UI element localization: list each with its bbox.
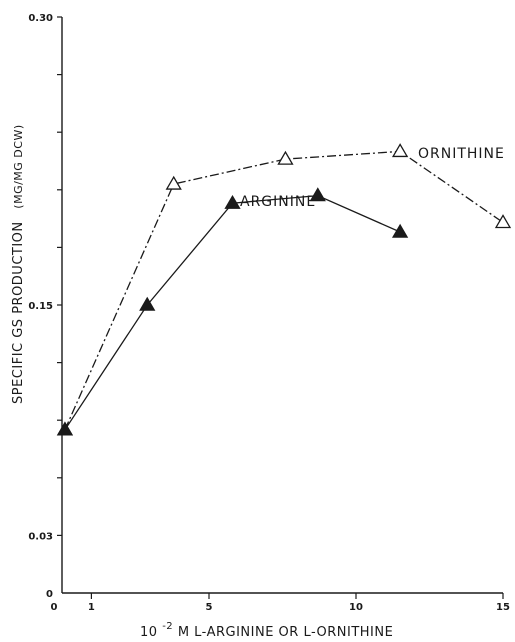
y-tick-label: 0.30 (28, 13, 53, 24)
y-axis-title-main: SPECIFIC GS PRODUCTION (11, 221, 26, 404)
x-tick-label: 5 (206, 602, 213, 613)
x-axis-title: 10 -2 M L-ARGININE OR L-ORNITHINE (140, 618, 393, 640)
series-label-arginine: ARGININE (240, 194, 316, 210)
data-point-ornithine (391, 143, 409, 158)
x-tick-label: 0 (51, 602, 58, 613)
y-tick-label: 0.15 (28, 301, 53, 312)
data-point-ornithine (277, 150, 294, 165)
series-markers (56, 143, 512, 436)
data-point-ornithine (494, 214, 512, 229)
data-point-arginine (391, 223, 409, 238)
data-point-arginine (224, 194, 241, 209)
y-axis-title-unit: (MG/MG DCW) (12, 124, 25, 208)
y-axis-ticks: 0 0.03 0.15 0.30 (28, 13, 62, 600)
y-tick-label: 0.03 (28, 531, 53, 542)
x-tick-label: 10 (349, 602, 363, 613)
x-tick-label: 15 (496, 602, 510, 613)
x-axis-title-exponent: -2 (162, 621, 173, 632)
y-tick-label: 0 (46, 589, 53, 600)
axes (61, 17, 503, 594)
data-point-ornithine (165, 175, 182, 190)
series-line-arginine (64, 194, 401, 431)
y-axis-title: SPECIFIC GS PRODUCTION (MG/MG DCW) (11, 124, 26, 404)
data-point-arginine (309, 187, 326, 202)
series-line-ornithine (64, 150, 504, 431)
data-point-arginine (56, 421, 74, 436)
data-point-arginine (139, 296, 156, 311)
x-axis-title-base: 10 (140, 625, 158, 640)
x-axis-title-rest: M L-ARGININE OR L-ORNITHINE (178, 625, 394, 640)
x-tick-label: 1 (88, 602, 95, 613)
series-label-ornithine: ORNITHINE (418, 146, 505, 162)
x-axis-ticks: 0 1 5 10 15 (51, 593, 510, 613)
